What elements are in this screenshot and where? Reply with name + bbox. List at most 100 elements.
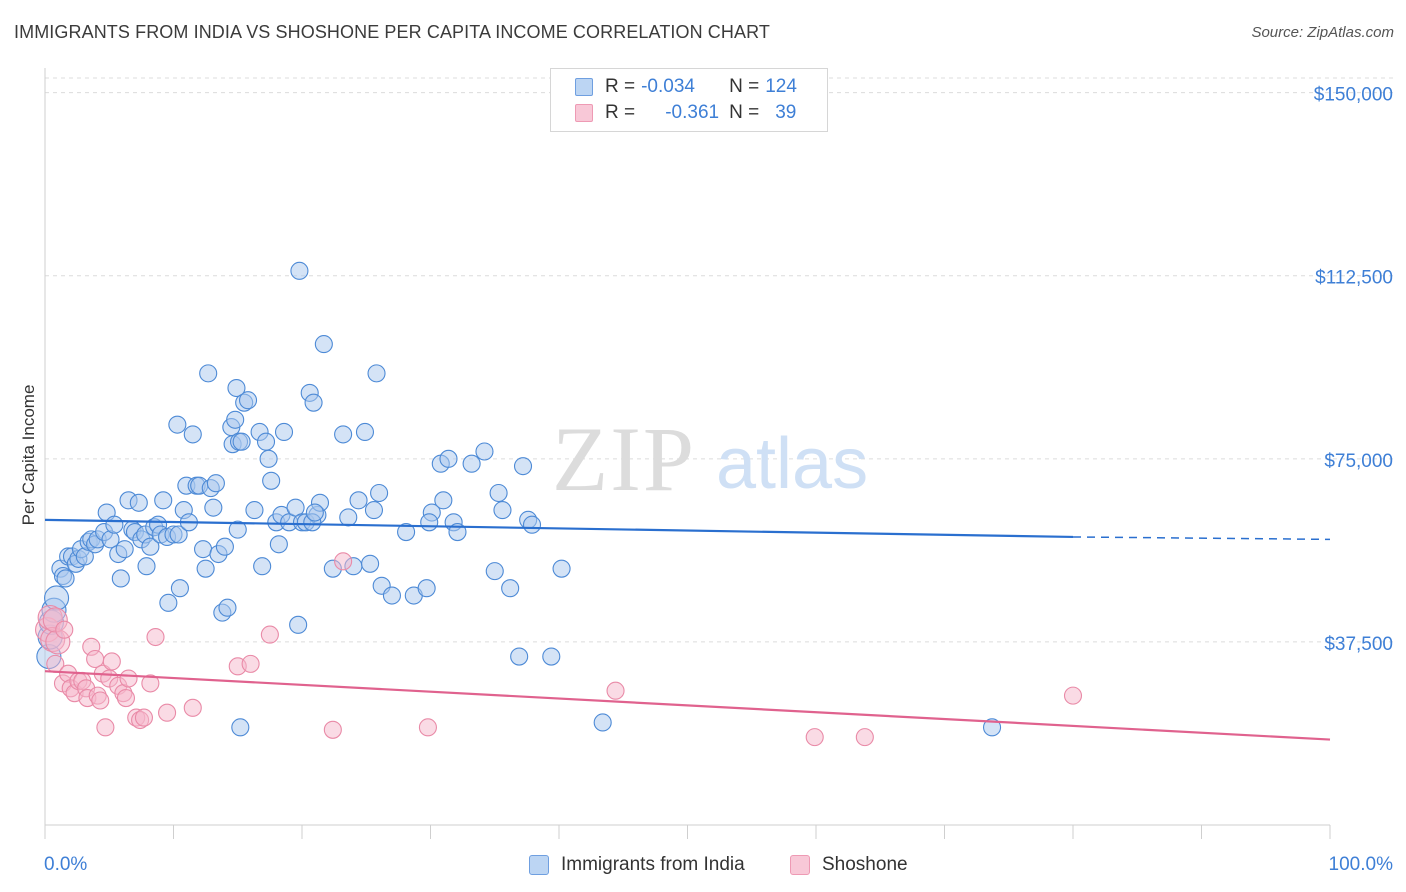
trend-line-india-projection — [1072, 536, 1331, 541]
data-point-india — [206, 474, 225, 493]
data-point-india — [170, 579, 189, 598]
data-point-india — [542, 647, 561, 666]
data-point-india — [159, 593, 178, 612]
data-point-india — [339, 508, 358, 527]
data-point-india — [238, 391, 258, 410]
bottom-legend-swatch-india — [529, 855, 549, 875]
data-point-india — [522, 515, 542, 534]
data-point-india — [269, 535, 288, 554]
bottom-legend-shoshone: Shoshone — [790, 852, 908, 878]
data-point-india — [274, 422, 294, 442]
data-point-india — [199, 364, 218, 383]
watermark: ZIP atlas — [552, 408, 868, 510]
data-point-india — [513, 457, 533, 476]
y-tick-label: $150,000 — [1314, 85, 1393, 106]
legend-n-value-shoshone: 39 — [775, 102, 797, 123]
data-point-shoshone — [146, 627, 165, 647]
bottom-legend-swatch-shoshone — [790, 855, 810, 875]
data-point-shoshone — [102, 652, 121, 671]
data-point-india — [231, 718, 250, 737]
data-point-shoshone — [141, 674, 160, 693]
legend-r-label: R = — [605, 76, 636, 97]
data-point-shoshone — [241, 654, 260, 673]
legend-r-value-shoshone: -0.361 — [665, 102, 720, 123]
data-point-shoshone — [1063, 686, 1083, 705]
data-point-india — [256, 432, 276, 451]
data-point-shoshone — [55, 620, 74, 639]
data-point-india — [218, 598, 237, 617]
bottom-legend-label-india: Immigrants from India — [561, 854, 745, 875]
gridlines — [45, 77, 1395, 643]
data-point-india — [370, 483, 389, 503]
bottom-legend-india: Immigrants from India — [529, 852, 745, 878]
y-tick-labels: $37,500 $75,000 $112,500 $150,000 — [1314, 85, 1393, 655]
trend-line-india — [44, 518, 1074, 539]
data-point-india — [397, 523, 416, 542]
data-point-shoshone — [96, 718, 115, 737]
data-point-india — [510, 647, 529, 666]
data-point-india — [253, 557, 272, 576]
data-point-shoshone — [183, 698, 202, 717]
data-point-india — [305, 503, 324, 522]
data-point-india — [226, 410, 245, 429]
trend-lines — [44, 518, 1331, 741]
data-point-india — [367, 364, 386, 383]
data-point-shoshone — [334, 552, 353, 571]
data-point-india — [105, 515, 124, 534]
data-point-india — [355, 422, 375, 442]
data-point-india — [111, 569, 130, 588]
data-point-india — [196, 559, 215, 578]
data-point-india — [228, 520, 247, 539]
legend-n-value-india: 124 — [765, 76, 797, 97]
data-point-shoshone — [158, 703, 177, 722]
data-point-shoshone — [134, 708, 153, 727]
data-point-india — [485, 562, 504, 581]
data-point-shoshone — [418, 718, 437, 737]
x-tick-label-max: 100.0% — [1329, 854, 1394, 875]
data-point-india — [290, 261, 309, 280]
data-point-india — [259, 449, 278, 468]
source-label: Source: ZipAtlas.com — [1251, 24, 1394, 41]
legend-r-label: R = — [605, 102, 636, 123]
data-point-india — [493, 501, 512, 520]
data-point-india — [382, 586, 402, 605]
data-point-india — [232, 432, 251, 451]
data-point-india — [141, 537, 160, 556]
data-point-shoshone — [323, 720, 342, 739]
data-point-india — [439, 449, 458, 468]
data-point-india — [227, 378, 246, 398]
data-point-india — [361, 554, 380, 573]
data-point-shoshone — [91, 691, 110, 710]
data-point-india — [420, 513, 439, 532]
data-point-india — [169, 525, 188, 544]
series-shoshone-points — [35, 552, 1083, 747]
data-point-india — [552, 559, 571, 578]
data-point-india — [183, 425, 202, 444]
watermark-atlas: atlas — [716, 424, 868, 504]
data-point-india — [56, 569, 75, 588]
data-point-india — [245, 501, 264, 520]
legend-row-shoshone: R = -0.361 N = 39 — [575, 101, 796, 125]
data-point-shoshone — [119, 669, 138, 688]
data-point-india — [462, 454, 481, 473]
legend-row-india: R = -0.034 N = 124 — [575, 75, 797, 99]
y-tick-label: $75,000 — [1324, 451, 1393, 472]
series-india-points — [36, 261, 1002, 737]
data-point-india — [204, 498, 223, 517]
data-point-india — [129, 493, 148, 512]
data-point-india — [194, 540, 213, 559]
trend-line-shoshone — [44, 670, 1331, 741]
data-point-india — [349, 491, 368, 510]
data-point-india — [489, 483, 508, 503]
data-point-india — [417, 579, 436, 598]
y-tick-label: $112,500 — [1315, 268, 1393, 289]
data-point-india — [215, 537, 234, 556]
data-point-india — [137, 557, 156, 576]
data-point-india — [262, 471, 281, 490]
data-point-india — [334, 425, 353, 444]
data-point-india — [364, 501, 384, 520]
data-point-india — [314, 335, 333, 354]
data-point-india — [434, 491, 453, 510]
chart-title: IMMIGRANTS FROM INDIA VS SHOSHONE PER CA… — [14, 22, 770, 42]
